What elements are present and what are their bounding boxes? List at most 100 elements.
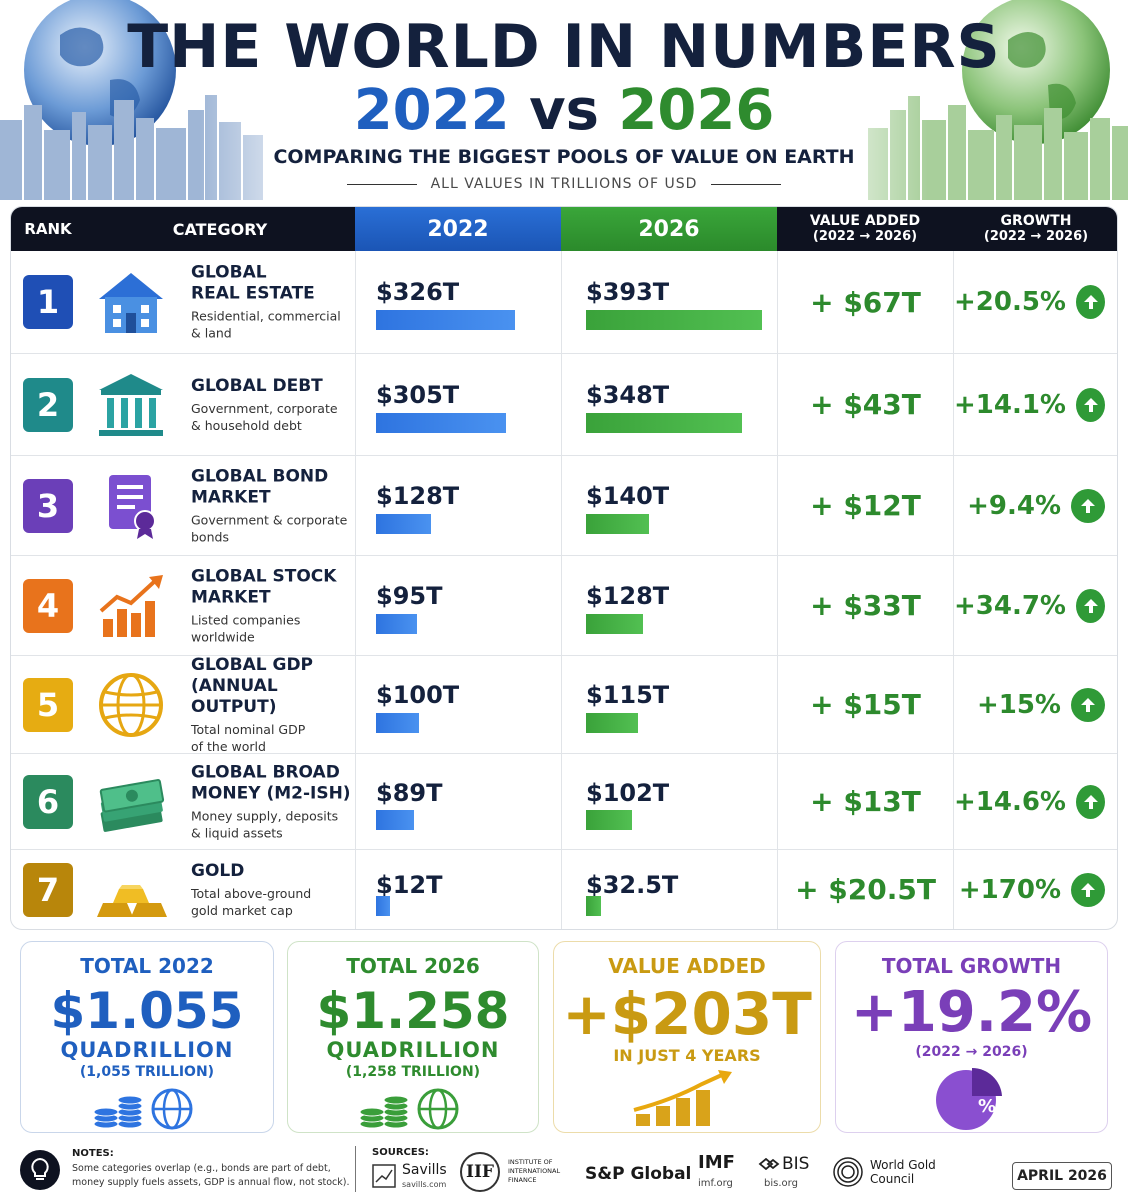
total-growth-value: +19.2%	[850, 980, 1093, 1045]
rank-number: 7	[36, 870, 60, 909]
growth-percent: +170%	[958, 874, 1061, 905]
notes-text: Some categories overlap (e.g., bonds are…	[72, 1163, 350, 1188]
value-2022-cell: $100T	[355, 656, 561, 753]
value-added-period: IN JUST 4 YEARS	[613, 1046, 761, 1065]
table-row: 1 GLOBAL REAL ESTATE Residential, commerci…	[11, 251, 1117, 353]
total-2026-unit: QUADRILLION	[326, 1038, 500, 1062]
table-header: RANK CATEGORY 2022 2026 VALUE ADDED (202…	[11, 207, 1117, 251]
total-2026-trillions: (1,258 TRILLION)	[345, 1064, 481, 1080]
rank-number: 6	[36, 782, 60, 821]
imf-url: imf.org	[698, 1178, 733, 1189]
value-2022-cell: $128T	[355, 456, 561, 555]
bar-2026	[586, 614, 643, 634]
value-added-cell: + $15T	[777, 656, 953, 753]
value-2026-cell: $32.5T	[561, 850, 777, 929]
value-added-cell: + $13T	[777, 754, 953, 849]
growth-cell: +15%	[953, 656, 1117, 753]
column-header-value-added: VALUE ADDED (2022 → 2026)	[777, 207, 953, 251]
page-title: THE WORLD IN NUMBERS	[127, 12, 1001, 82]
category-description: Total above-ground gold market cap	[191, 885, 312, 918]
rank-cell: 4	[11, 556, 85, 655]
bar-2022	[376, 310, 515, 330]
table-row: 6 GLOBAL BROAD MONEY (M2-ISH) Money supply…	[11, 753, 1117, 849]
total-2022-trillions: (1,055 TRILLION)	[79, 1064, 215, 1080]
rank-number: 2	[36, 385, 60, 424]
bank-building-icon	[91, 370, 171, 440]
rank-badge: 5	[23, 677, 73, 732]
growth-percent: +14.1%	[954, 389, 1066, 420]
column-header-rank: RANK	[11, 207, 85, 251]
value-added: + $67T	[810, 285, 921, 319]
value-added-header-label: VALUE ADDED	[809, 213, 921, 229]
rank-number: 4	[36, 586, 60, 625]
column-header-category: CATEGORY	[85, 207, 355, 251]
category-description: Money supply, deposits & liquid assets	[191, 808, 339, 840]
total-2026-card: TOTAL 2026 $1.258 QUADRILLION (1,258 TRI…	[287, 941, 539, 1133]
value-2022-cell: $89T	[355, 754, 561, 849]
rank-cell: 6	[11, 754, 85, 849]
up-arrow-icon	[1076, 285, 1105, 319]
total-2022-value: $1.055	[50, 982, 244, 1040]
total-2026-title: TOTAL 2026	[346, 954, 480, 978]
category-text: GLOBAL BOND MARKET Government & corporate…	[191, 466, 355, 545]
header: THE WORLD IN NUMBERS 2022 vs 2026 COMPAR…	[0, 0, 1128, 200]
growth-header-sub: (2022 → 2026)	[983, 229, 1089, 244]
bar-2022	[376, 614, 417, 634]
growth-cell: +9.4%	[953, 456, 1117, 555]
category-name: GLOBAL BOND MARKET	[191, 466, 329, 507]
value-2022: $326T	[376, 278, 460, 306]
savills-name: Savills	[402, 1162, 447, 1178]
bis-url: bis.org	[764, 1178, 798, 1189]
rank-cell: 5	[11, 656, 85, 753]
wgc-rings-icon	[833, 1157, 863, 1187]
value-2026: $393T	[586, 278, 670, 306]
notes-title: NOTES:	[72, 1148, 114, 1159]
value-2026-cell: $348T	[561, 354, 777, 455]
value-2022: $305T	[376, 381, 460, 409]
value-2026-cell: $102T	[561, 754, 777, 849]
stock-chart-icon	[91, 571, 171, 641]
growth-cell: +14.6%	[953, 754, 1117, 849]
category-description: Listed companies worldwide	[191, 612, 301, 644]
category-cell: GLOBAL DEBT Government, corporate & house…	[85, 354, 355, 455]
cash-stack-icon	[91, 767, 171, 837]
up-arrow-icon	[1076, 387, 1105, 422]
up-arrow-icon	[1076, 588, 1105, 623]
rank-cell: 7	[11, 850, 85, 929]
coins-globe-icon	[93, 1088, 193, 1130]
value-2022: $95T	[376, 582, 443, 610]
rank-cell: 3	[11, 456, 85, 555]
pie-chart-icon: %	[932, 1066, 1008, 1130]
year-2026-label: 2026	[618, 78, 775, 143]
total-2026-value: $1.258	[316, 982, 510, 1040]
rank-badge: 3	[23, 478, 73, 533]
value-2022-cell: $305T	[355, 354, 561, 455]
table-row: 3 GLOBAL BOND MARKET Government & corporat…	[11, 455, 1117, 555]
growth-percent: +9.4%	[967, 490, 1061, 521]
category-description: Total nominal GDP of the world	[191, 721, 306, 754]
rank-cell: 2	[11, 354, 85, 455]
rank-badge: 1	[23, 275, 73, 329]
bar-2022	[376, 713, 419, 733]
bar-2022	[376, 896, 390, 916]
total-growth-card: TOTAL GROWTH +19.2% (2022 → 2026) %	[835, 941, 1108, 1133]
table-row: 5 GLOBAL GDP (ANNUAL OUTPUT) Total nominal…	[11, 655, 1117, 754]
total-growth-title: TOTAL GROWTH	[881, 954, 1062, 978]
rank-number: 1	[36, 283, 60, 321]
up-arrow-icon	[1071, 488, 1105, 523]
bar-2022	[376, 514, 431, 534]
up-arrow-icon	[1076, 784, 1105, 819]
category-name: GLOBAL BROAD MONEY (M2-ISH)	[191, 762, 351, 803]
value-2026: $115T	[586, 681, 670, 709]
savills-url: savills.com	[402, 1180, 447, 1189]
rank-badge: 6	[23, 774, 73, 829]
column-header-growth: GROWTH (2022 → 2026)	[953, 207, 1117, 251]
category-description: Government, corporate & household debt	[191, 400, 338, 433]
rank-badge: 7	[23, 862, 73, 917]
value-2026-cell: $140T	[561, 456, 777, 555]
column-header-2026: 2026	[561, 207, 777, 251]
lightbulb-icon	[20, 1150, 60, 1190]
tagline: COMPARING THE BIGGEST POOLS OF VALUE ON …	[273, 146, 855, 168]
category-cell: GLOBAL GDP (ANNUAL OUTPUT) Total nominal …	[85, 655, 355, 754]
value-2022: $89T	[376, 779, 443, 807]
